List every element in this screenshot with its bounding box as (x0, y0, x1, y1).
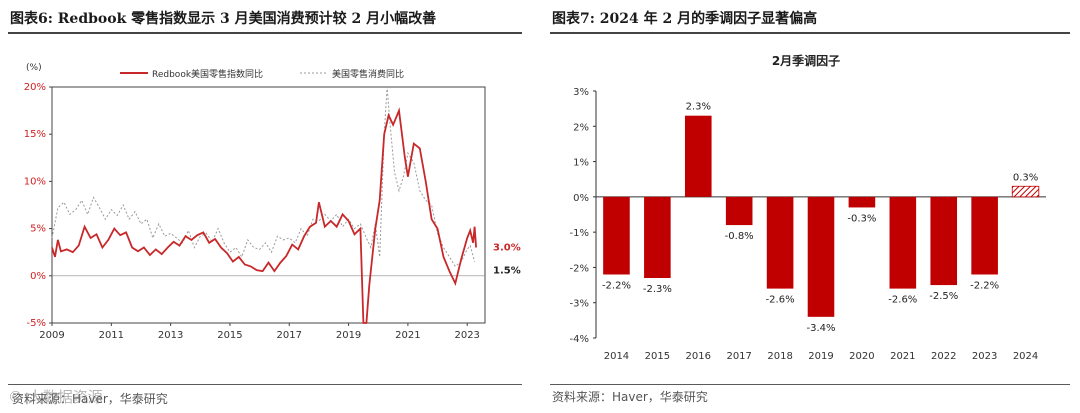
figure-7-top-rule (550, 32, 1070, 34)
figure-7-bottom-rule (550, 384, 1070, 385)
bar-2021 (889, 196, 917, 289)
bar-value-label: -3.4% (806, 323, 835, 334)
y-tick-label: -5% (27, 318, 46, 329)
bar-value-label: -2.2% (602, 280, 631, 291)
x-tick-label: 2018 (767, 351, 792, 362)
x-tick-label: 2021 (395, 330, 420, 341)
bar-chart-title: 2月季调因子 (772, 53, 840, 68)
y-tick-label: 1% (573, 158, 589, 169)
bar-value-label: -0.3% (847, 213, 876, 224)
x-tick-label: 2015 (217, 330, 242, 341)
bar-value-label: -2.6% (766, 295, 795, 306)
x-tick-label: 2011 (99, 330, 124, 341)
bar-2024 (1011, 185, 1040, 198)
bar-2018 (766, 196, 794, 289)
y-tick-label: 10% (24, 176, 46, 187)
seasonal-factor-bar-chart: 2月季调因子 3% 2% 1% 0% -1% -2% -3% -4% -2.2% 2014 -2.… (570, 53, 1046, 362)
figure-6-top-rule (8, 32, 522, 34)
redbook-end-label: 3.0% (493, 242, 521, 253)
bar-2020 (848, 196, 876, 208)
y-tick-label: 20% (24, 82, 46, 93)
x-tick-label: 2013 (158, 330, 183, 341)
bar-value-label: 0.3% (1013, 172, 1038, 183)
bar-value-label: -0.8% (725, 231, 754, 242)
y-tick-label: 3% (573, 87, 589, 98)
figure-7-source: 资料来源：Haver，华泰研究 (552, 390, 708, 404)
x-tick-label: 2015 (645, 351, 670, 362)
x-tick-label: 2022 (931, 351, 956, 362)
bar-value-label: -2.3% (643, 284, 672, 295)
x-tick-label: 2020 (849, 351, 874, 362)
x-tick-label: 2023 (454, 330, 479, 341)
redbook-line (51, 107, 477, 324)
x-tick-label: 2021 (890, 351, 915, 362)
x-tick-label: 2019 (336, 330, 361, 341)
bar-2016 (684, 115, 712, 197)
y-tick-label: 0% (30, 271, 46, 282)
legend-redbook-label: Redbook美国零售指数同比 (152, 68, 263, 80)
bar-2023 (971, 196, 998, 275)
bar-value-label: -2.2% (970, 280, 999, 291)
y-tick-label: 15% (24, 129, 46, 140)
x-tick-label: 2014 (604, 351, 629, 362)
bar-value-label: 2.3% (686, 102, 711, 113)
figure-7-title: 图表7: 2024 年 2 月的季调因子显著偏高 (552, 11, 818, 27)
figure-6-panel: 图表6: Redbook 零售指数显示 3 月美国消费预计较 2 月小幅改善 2… (0, 0, 530, 413)
x-tick-label: 2017 (726, 351, 751, 362)
retail-end-label: 1.5% (493, 266, 521, 277)
x-tick-label: 2024 (1013, 351, 1038, 362)
x-tick-label: 2009 (39, 330, 64, 341)
y-tick-label: -3% (570, 299, 589, 310)
bar-2017 (725, 196, 753, 226)
redbook-line-chart: 20% 15% 10% 5% 0% -5%2009 2011 2013 2015 2017 2019… (24, 63, 521, 341)
y-tick-label: 2% (573, 122, 589, 133)
y-tick-label: -2% (570, 263, 589, 274)
x-tick-label: 2017 (277, 330, 302, 341)
y-tick-label: 0% (573, 193, 589, 204)
figure-6-bottom-rule (8, 384, 522, 385)
x-tick-label: 2023 (972, 351, 997, 362)
bar-2019 (807, 196, 835, 317)
y-tick-label: 5% (30, 224, 46, 235)
figure-6-title: 图表6: Redbook 零售指数显示 3 月美国消费预计较 2 月小幅改善 (10, 11, 437, 27)
bar-value-label: -2.6% (888, 295, 917, 306)
bar-value-label: -2.5% (929, 291, 958, 302)
x-tick-label: 2016 (686, 351, 711, 362)
figure-6-source: 资料来源：Haver，华泰研究 (12, 392, 168, 406)
watermark: © 大数据资源 (8, 388, 103, 406)
y-unit-label: (%) (26, 63, 42, 73)
bar-2022 (930, 196, 958, 286)
legend-retail-label: 美国零售消费同比 (332, 68, 404, 80)
plot-frame (51, 86, 486, 324)
y-tick-label: -4% (570, 334, 589, 345)
bar-2015 (644, 196, 671, 279)
x-tick-label: 2019 (808, 351, 833, 362)
figure-7-panel: 图表7: 2024 年 2 月的季调因子显著偏高 2月季调因子 3% 2% 1% 0%… (548, 0, 1080, 413)
retail-sales-line (51, 86, 476, 268)
bar-2014 (603, 196, 630, 275)
y-tick-label: -1% (570, 228, 589, 239)
